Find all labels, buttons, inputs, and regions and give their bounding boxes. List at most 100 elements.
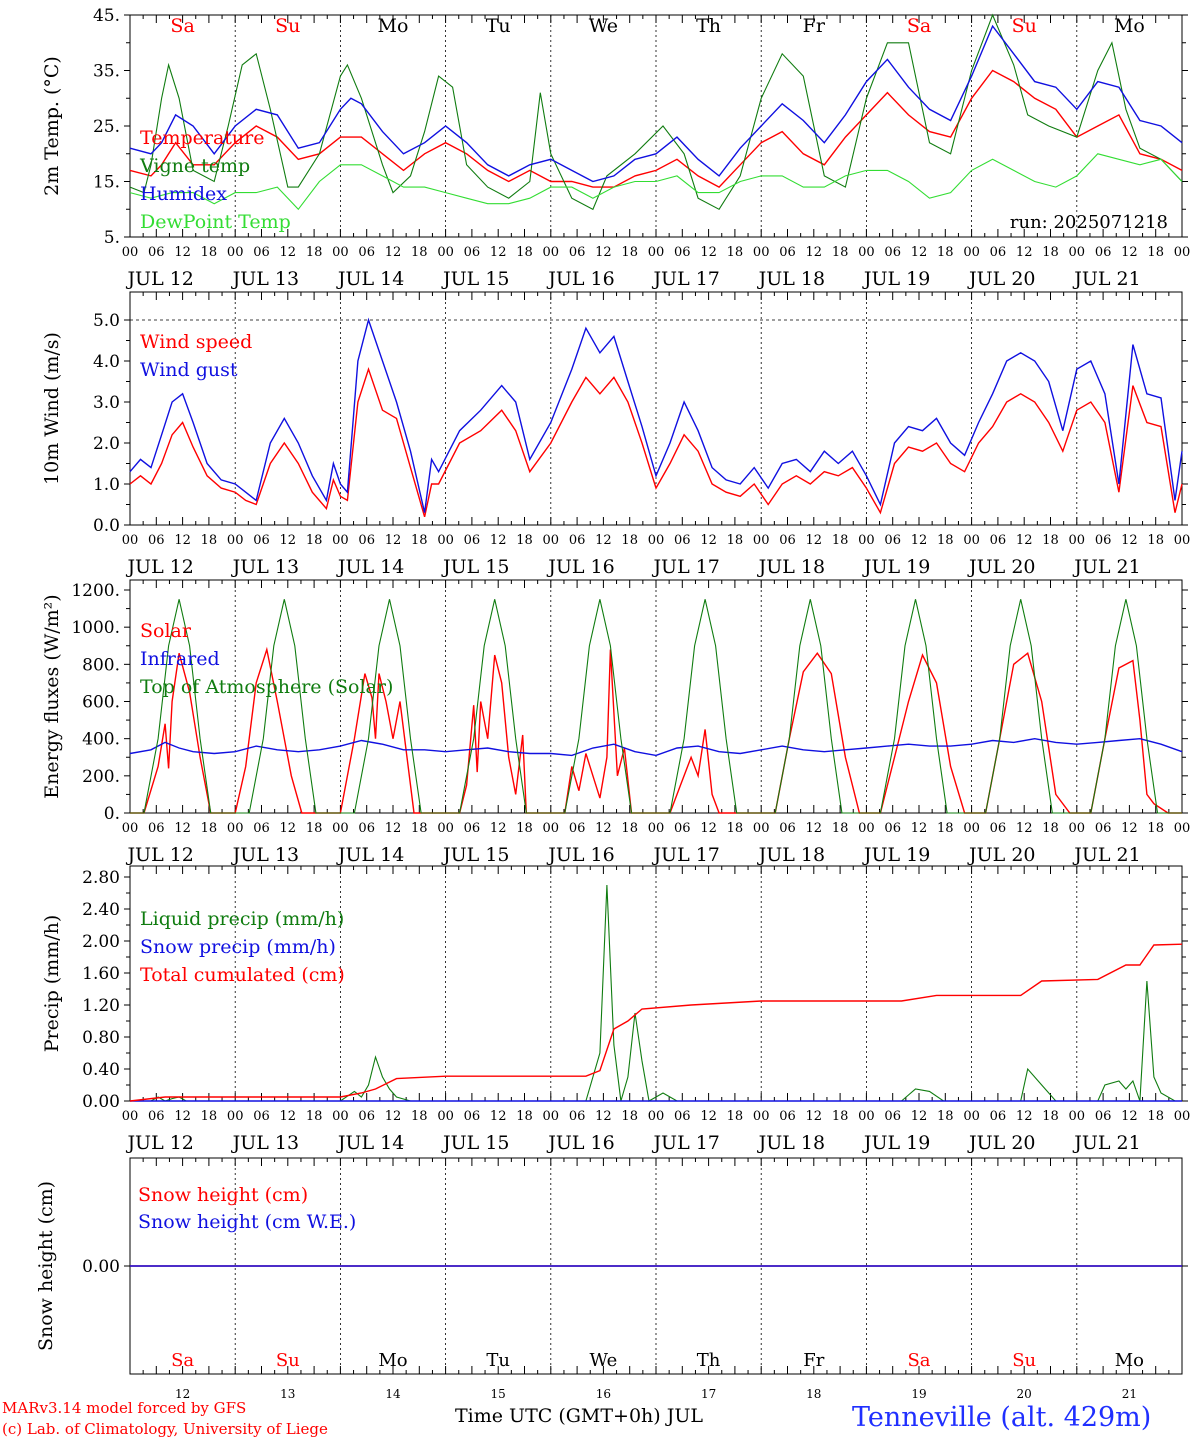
legend-entry: Infrared — [140, 648, 220, 670]
hour-tick-label: 00 — [227, 821, 244, 836]
hour-tick-label: 00 — [753, 1109, 770, 1124]
legend-entry: Humidex — [140, 183, 227, 205]
hour-tick-label: 12 — [490, 245, 507, 260]
hour-tick-label: 18 — [411, 821, 428, 836]
hour-tick-label: 18 — [937, 245, 954, 260]
hour-tick-label: 00 — [648, 821, 665, 836]
hour-tick-label: 00 — [1174, 533, 1191, 548]
date-label: JUL 20 — [967, 844, 1035, 866]
day-number-label: 19 — [911, 1387, 926, 1401]
weekday-label: Tu — [486, 15, 511, 37]
hour-tick-label: 18 — [1147, 821, 1164, 836]
hour-tick-label: 00 — [963, 1109, 980, 1124]
hour-tick-label: 06 — [779, 821, 796, 836]
date-label: JUL 15 — [441, 844, 509, 866]
hour-tick-label: 12 — [911, 245, 928, 260]
hour-tick-label: 12 — [280, 821, 297, 836]
series-line-top-of-atmosphere-solar- — [130, 599, 1182, 814]
day-number-label: 13 — [280, 1387, 295, 1401]
hour-tick-label: 18 — [516, 245, 533, 260]
date-label: JUL 16 — [546, 556, 614, 578]
hour-tick-label: 06 — [1095, 533, 1112, 548]
hour-tick-label: 18 — [516, 821, 533, 836]
weekday-label: Su — [275, 15, 300, 37]
weekday-label: Mo — [1114, 15, 1145, 37]
y-axis-label: 2m Temp. (°C) — [41, 56, 63, 196]
hour-tick-label: 18 — [411, 533, 428, 548]
hour-tick-label: 06 — [779, 1109, 796, 1124]
hour-tick-label: 12 — [280, 245, 297, 260]
legend-entry: Snow precip (mm/h) — [140, 936, 336, 958]
y-tick-label: 0.40 — [82, 1060, 120, 1080]
hour-tick-label: 12 — [595, 245, 612, 260]
date-label: JUL 18 — [757, 556, 825, 578]
y-tick-label: 1.60 — [82, 964, 120, 984]
hour-tick-label: 00 — [332, 245, 349, 260]
date-label: JUL 16 — [546, 268, 614, 290]
hour-tick-label: 06 — [674, 245, 691, 260]
hour-tick-label: 06 — [569, 1109, 586, 1124]
hour-tick-label: 06 — [148, 1109, 165, 1124]
hour-tick-label: 12 — [174, 1109, 191, 1124]
hour-tick-label: 18 — [1147, 533, 1164, 548]
hour-tick-label: 18 — [727, 245, 744, 260]
weekday-label: Mo — [378, 15, 409, 37]
hour-tick-label: 00 — [122, 533, 139, 548]
day-number-label: 14 — [385, 1387, 401, 1401]
hour-tick-label: 06 — [779, 245, 796, 260]
date-label: JUL 12 — [125, 1132, 193, 1154]
date-label: JUL 18 — [757, 1132, 825, 1154]
series-line-wind-speed — [129, 366, 1183, 517]
hour-tick-label: 12 — [700, 821, 717, 836]
hour-tick-label: 06 — [1095, 821, 1112, 836]
hour-tick-label: 18 — [621, 533, 638, 548]
hour-tick-label: 00 — [963, 821, 980, 836]
hour-tick-label: 18 — [727, 533, 744, 548]
date-label: JUL 21 — [1072, 556, 1140, 578]
hour-tick-label: 12 — [595, 533, 612, 548]
hour-tick-label: 06 — [148, 533, 165, 548]
hour-tick-label: 00 — [858, 821, 875, 836]
hour-tick-label: 06 — [990, 533, 1007, 548]
series-line-temperature — [129, 69, 1183, 188]
date-label: JUL 12 — [125, 844, 193, 866]
hour-tick-label: 06 — [779, 533, 796, 548]
hour-tick-label: 12 — [911, 821, 928, 836]
day-number-label: 20 — [1017, 1387, 1032, 1401]
hour-tick-label: 18 — [516, 1109, 533, 1124]
date-label: JUL 14 — [336, 1132, 404, 1154]
date-label: JUL 21 — [1072, 1132, 1140, 1154]
date-label: JUL 14 — [336, 268, 404, 290]
hour-tick-label: 18 — [516, 533, 533, 548]
hour-tick-label: 06 — [1095, 1109, 1112, 1124]
y-axis-label: 10m Wind (m/s) — [41, 332, 63, 485]
y-tick-label: 2.00 — [82, 932, 120, 952]
hour-tick-label: 00 — [963, 533, 980, 548]
hour-tick-label: 18 — [937, 821, 954, 836]
hour-tick-label: 00 — [753, 245, 770, 260]
hour-tick-label: 12 — [595, 821, 612, 836]
hour-tick-label: 00 — [543, 821, 560, 836]
hour-tick-label: 00 — [1174, 245, 1191, 260]
weekday-label-bottom: Su — [1012, 1350, 1036, 1371]
day-number-label: 18 — [806, 1387, 821, 1401]
hour-tick-label: 00 — [122, 1109, 139, 1124]
hour-tick-label: 00 — [437, 821, 454, 836]
hour-tick-label: 00 — [227, 533, 244, 548]
y-tick-label: 45. — [93, 6, 120, 26]
hour-tick-label: 12 — [490, 1109, 507, 1124]
y-tick-label: 800. — [82, 655, 120, 675]
hour-tick-label: 18 — [201, 1109, 218, 1124]
hour-tick-label: 00 — [122, 245, 139, 260]
hour-tick-label: 18 — [727, 821, 744, 836]
hour-tick-label: 00 — [858, 533, 875, 548]
hour-tick-label: 12 — [911, 533, 928, 548]
hour-tick-label: 00 — [963, 245, 980, 260]
time-axis-label: Time UTC (GMT+0h) JUL — [455, 1405, 703, 1427]
hour-tick-label: 06 — [253, 245, 270, 260]
hour-tick-label: 00 — [1069, 245, 1086, 260]
hour-tick-label: 00 — [437, 533, 454, 548]
day-number-label: 12 — [175, 1387, 190, 1401]
hour-tick-label: 12 — [1121, 533, 1138, 548]
